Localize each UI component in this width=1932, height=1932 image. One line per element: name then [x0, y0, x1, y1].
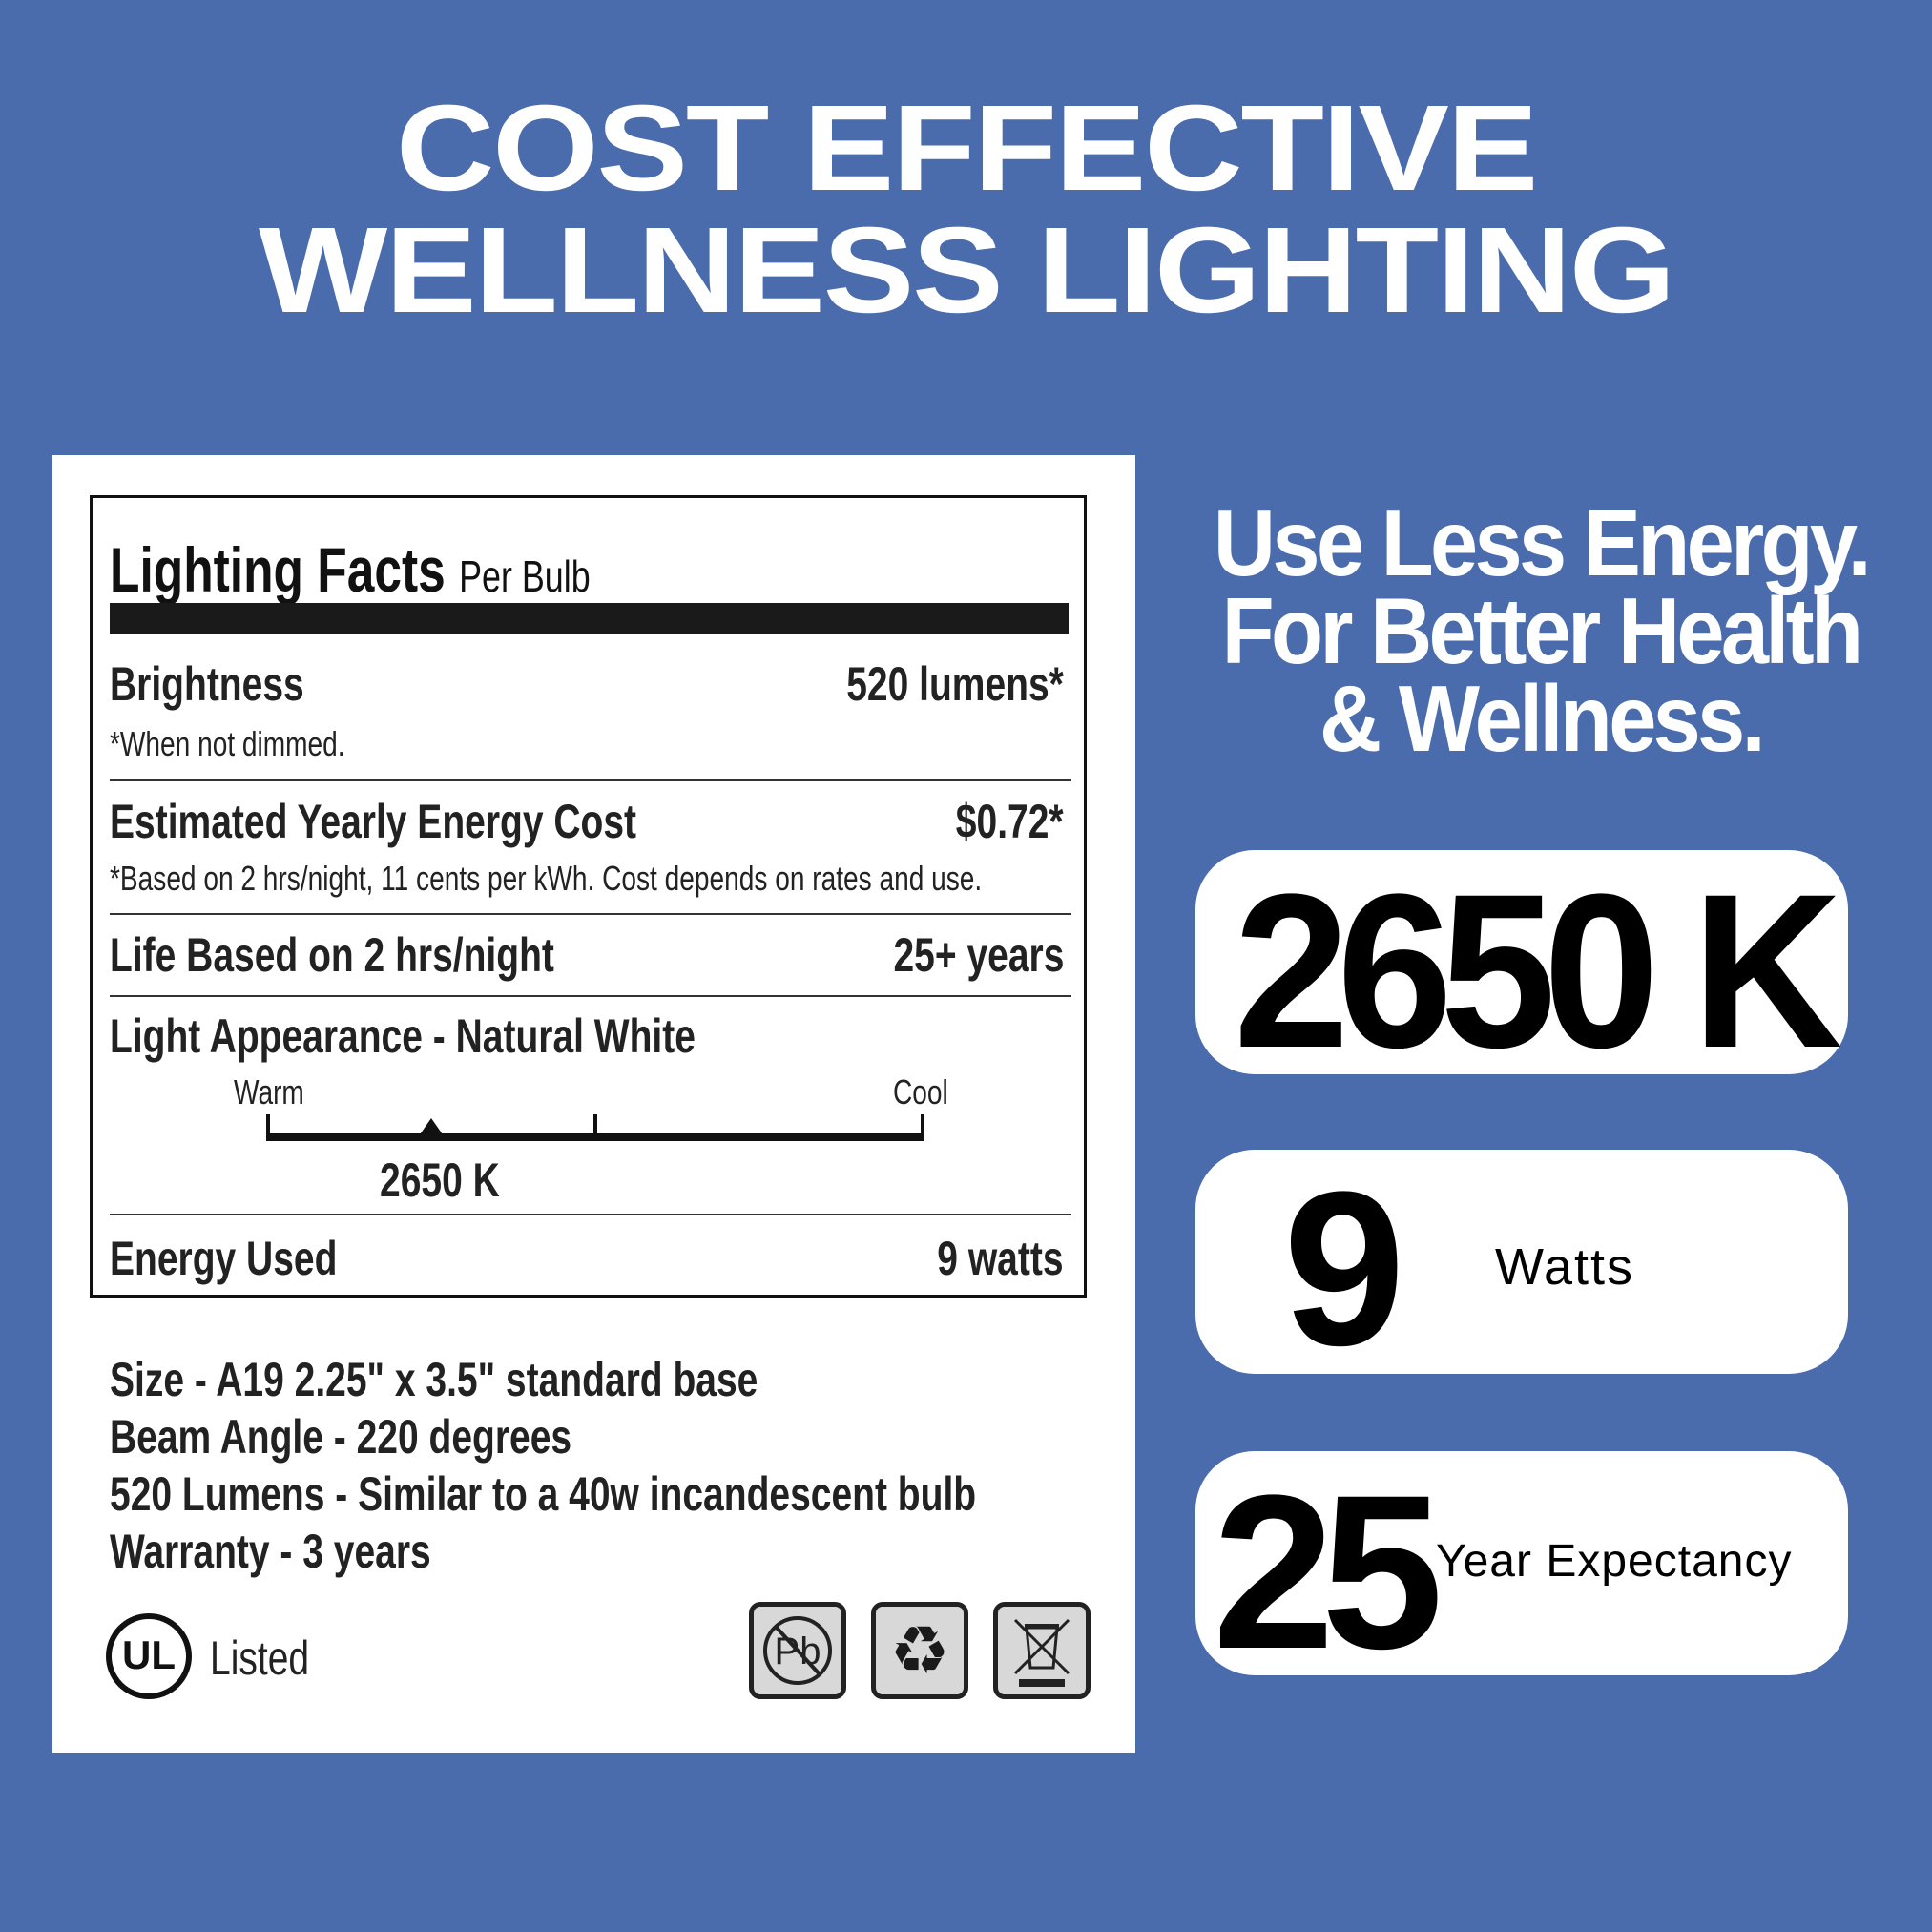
ul-listed: Listed	[210, 1631, 310, 1685]
scale-tick	[921, 1114, 924, 1141]
energy-value: 9 watts	[937, 1232, 1064, 1285]
facts-title: Lighting Facts Per Bulb	[110, 534, 591, 605]
stat-card-watts: 9 Watts	[1195, 1150, 1848, 1379]
life-label: Life Based on 2 hrs/night	[110, 928, 554, 982]
spec-lumens: 520 Lumens - Similar to a 40w incandesce…	[110, 1467, 977, 1521]
scale-tick	[266, 1114, 270, 1141]
cost-note: *Based on 2 hrs/night, 11 cents per kWh.…	[110, 859, 983, 898]
tagline-line1: Use Less Energy.	[1213, 490, 1872, 595]
lighting-facts-panel	[52, 455, 1135, 1753]
stat-card-color-temperature: 2650 K	[1195, 850, 1848, 1081]
scale-marker-icon	[417, 1118, 445, 1137]
spec-size: Size - A19 2.25" x 3.5" standard base	[110, 1353, 758, 1406]
facts-header-bar	[110, 603, 1069, 634]
cost-value: $0.72*	[956, 795, 1064, 848]
stat-label: Watts	[1495, 1238, 1635, 1296]
warm-label: Warm	[234, 1072, 304, 1111]
cost-label: Estimated Yearly Energy Cost	[110, 795, 637, 848]
stat-value: 2650 K	[1234, 848, 1842, 1093]
recycle-icon: ♻	[871, 1602, 968, 1699]
tagline-line2: For Better Health	[1221, 578, 1864, 683]
brightness-note: *When not dimmed.	[110, 724, 345, 763]
divider	[110, 913, 1071, 915]
headline-line2: WELLNESS LIGHTING	[258, 202, 1675, 339]
divider	[110, 1214, 1071, 1215]
brightness-value: 520 lumens*	[846, 657, 1064, 711]
life-value: 25+ years	[893, 928, 1064, 982]
headline-line1: COST EFFECTIVE	[395, 80, 1538, 217]
appearance-label: Light Appearance - Natural White	[110, 1009, 696, 1063]
stat-card-years: 25 Year Expectancy	[1195, 1451, 1848, 1682]
energy-label: Energy Used	[110, 1232, 338, 1285]
scale-value: 2650 K	[380, 1153, 500, 1207]
spec-beam-angle: Beam Angle - 220 degrees	[110, 1410, 572, 1464]
lighting-facts-box	[90, 495, 1087, 1298]
ul-logo-icon: UL	[106, 1613, 192, 1699]
stat-label: Year Expectancy	[1436, 1536, 1793, 1587]
brightness-label: Brightness	[110, 657, 304, 711]
divider	[110, 995, 1071, 997]
tagline-line3: & Wellness.	[1319, 666, 1766, 771]
divider	[110, 779, 1071, 781]
facts-subtitle: Per Bulb	[459, 551, 591, 601]
lead-free-icon: Pb	[749, 1602, 846, 1699]
color-temperature-scale	[266, 1114, 924, 1145]
scale-tick	[593, 1114, 597, 1141]
stat-value: 9	[1283, 1146, 1405, 1391]
weee-bin-icon	[993, 1602, 1091, 1699]
cool-label: Cool	[893, 1072, 948, 1111]
spec-warranty: Warranty - 3 years	[110, 1525, 431, 1578]
stat-value: 25	[1213, 1449, 1444, 1694]
